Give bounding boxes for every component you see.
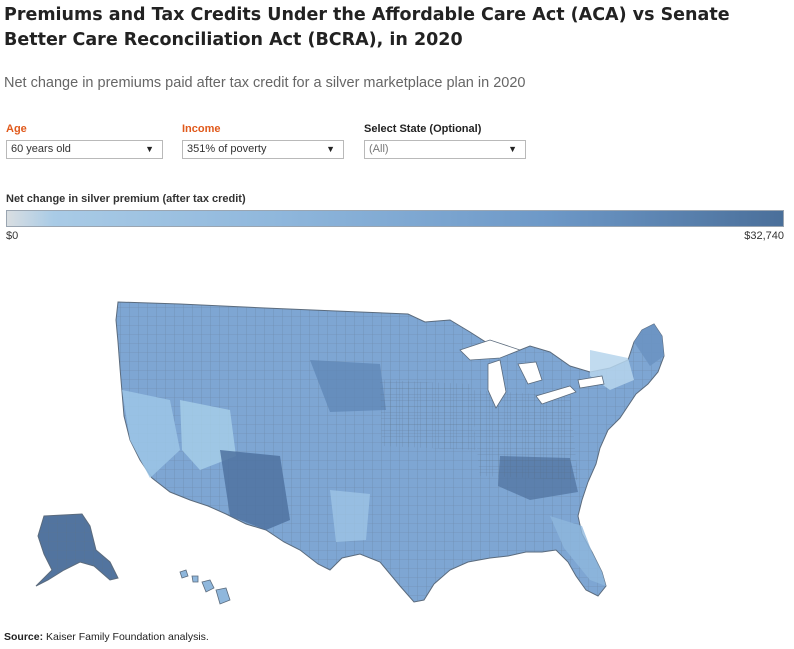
source-text: Kaiser Family Foundation analysis. (46, 631, 209, 643)
age-filter-label: Age (6, 123, 27, 135)
chart-subtitle: Net change in premiums paid after tax cr… (4, 75, 526, 91)
state-select[interactable]: (All) ▼ (364, 140, 526, 159)
income-select-value: 351% of poverty (187, 143, 267, 155)
age-select-value: 60 years old (11, 143, 71, 155)
chevron-down-icon: ▼ (508, 144, 517, 154)
income-select[interactable]: 351% of poverty ▼ (182, 140, 344, 159)
legend-min-label: $0 (6, 230, 19, 242)
legend-max-label: $32,740 (744, 230, 784, 242)
chevron-down-icon: ▼ (145, 144, 154, 154)
chart-title: Premiums and Tax Credits Under the Affor… (4, 5, 730, 50)
great-lakes (459, 339, 605, 409)
legend-color-ramp (6, 210, 784, 227)
us-county-map[interactable] (30, 280, 760, 615)
income-filter-label: Income (182, 123, 221, 135)
alaska[interactable] (35, 513, 119, 587)
source-label: Source: (4, 631, 44, 643)
age-select[interactable]: 60 years old ▼ (6, 140, 163, 159)
source-note: Source: Kaiser Family Foundation analysi… (4, 631, 209, 643)
chevron-down-icon: ▼ (326, 144, 335, 154)
hawaii[interactable] (179, 569, 231, 605)
state-filter-label: Select State (Optional) (364, 123, 482, 135)
legend-title: Net change in silver premium (after tax … (6, 193, 246, 205)
state-select-value: (All) (369, 143, 389, 155)
